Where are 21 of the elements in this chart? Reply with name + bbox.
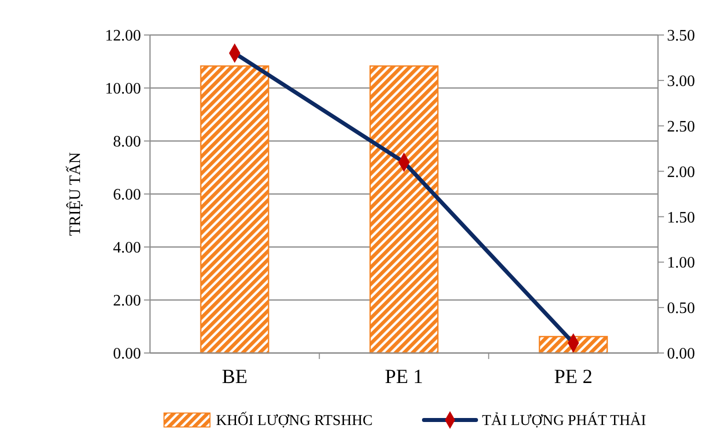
y2-tick-label: 0.00 [667,346,695,363]
x-tick-label: PE 2 [554,366,593,388]
y-axis-title: TRIỆU TẤN [65,152,84,236]
y-tick-label: 6.00 [113,186,141,204]
y2-tick-label: 3.00 [667,73,695,90]
y-tick-label: 2.00 [113,292,141,310]
x-tick-label: BE [222,366,248,388]
y-tick-label: 0.00 [113,346,141,363]
x-tick-label: PE 1 [384,366,424,388]
legend-label: TẢI LƯỢNG PHÁT THẢI [482,412,646,429]
y2-tick-label: 2.50 [667,118,695,136]
y-tick-label: 4.00 [113,240,141,257]
y2-tick-label: 1.00 [667,254,695,272]
y2-tick-label: 1.50 [667,209,695,226]
y-tick-label: 10.00 [105,80,141,98]
y-tick-label: 8.00 [113,134,141,151]
legend-label: KHỐI LƯỢNG RTSHHC [216,411,373,429]
y2-tick-label: 3.50 [667,28,695,45]
y2-tick-label: 2.00 [667,164,695,181]
y2-tick-label: 0.50 [667,300,695,318]
y-tick-label: 12.00 [105,28,141,45]
